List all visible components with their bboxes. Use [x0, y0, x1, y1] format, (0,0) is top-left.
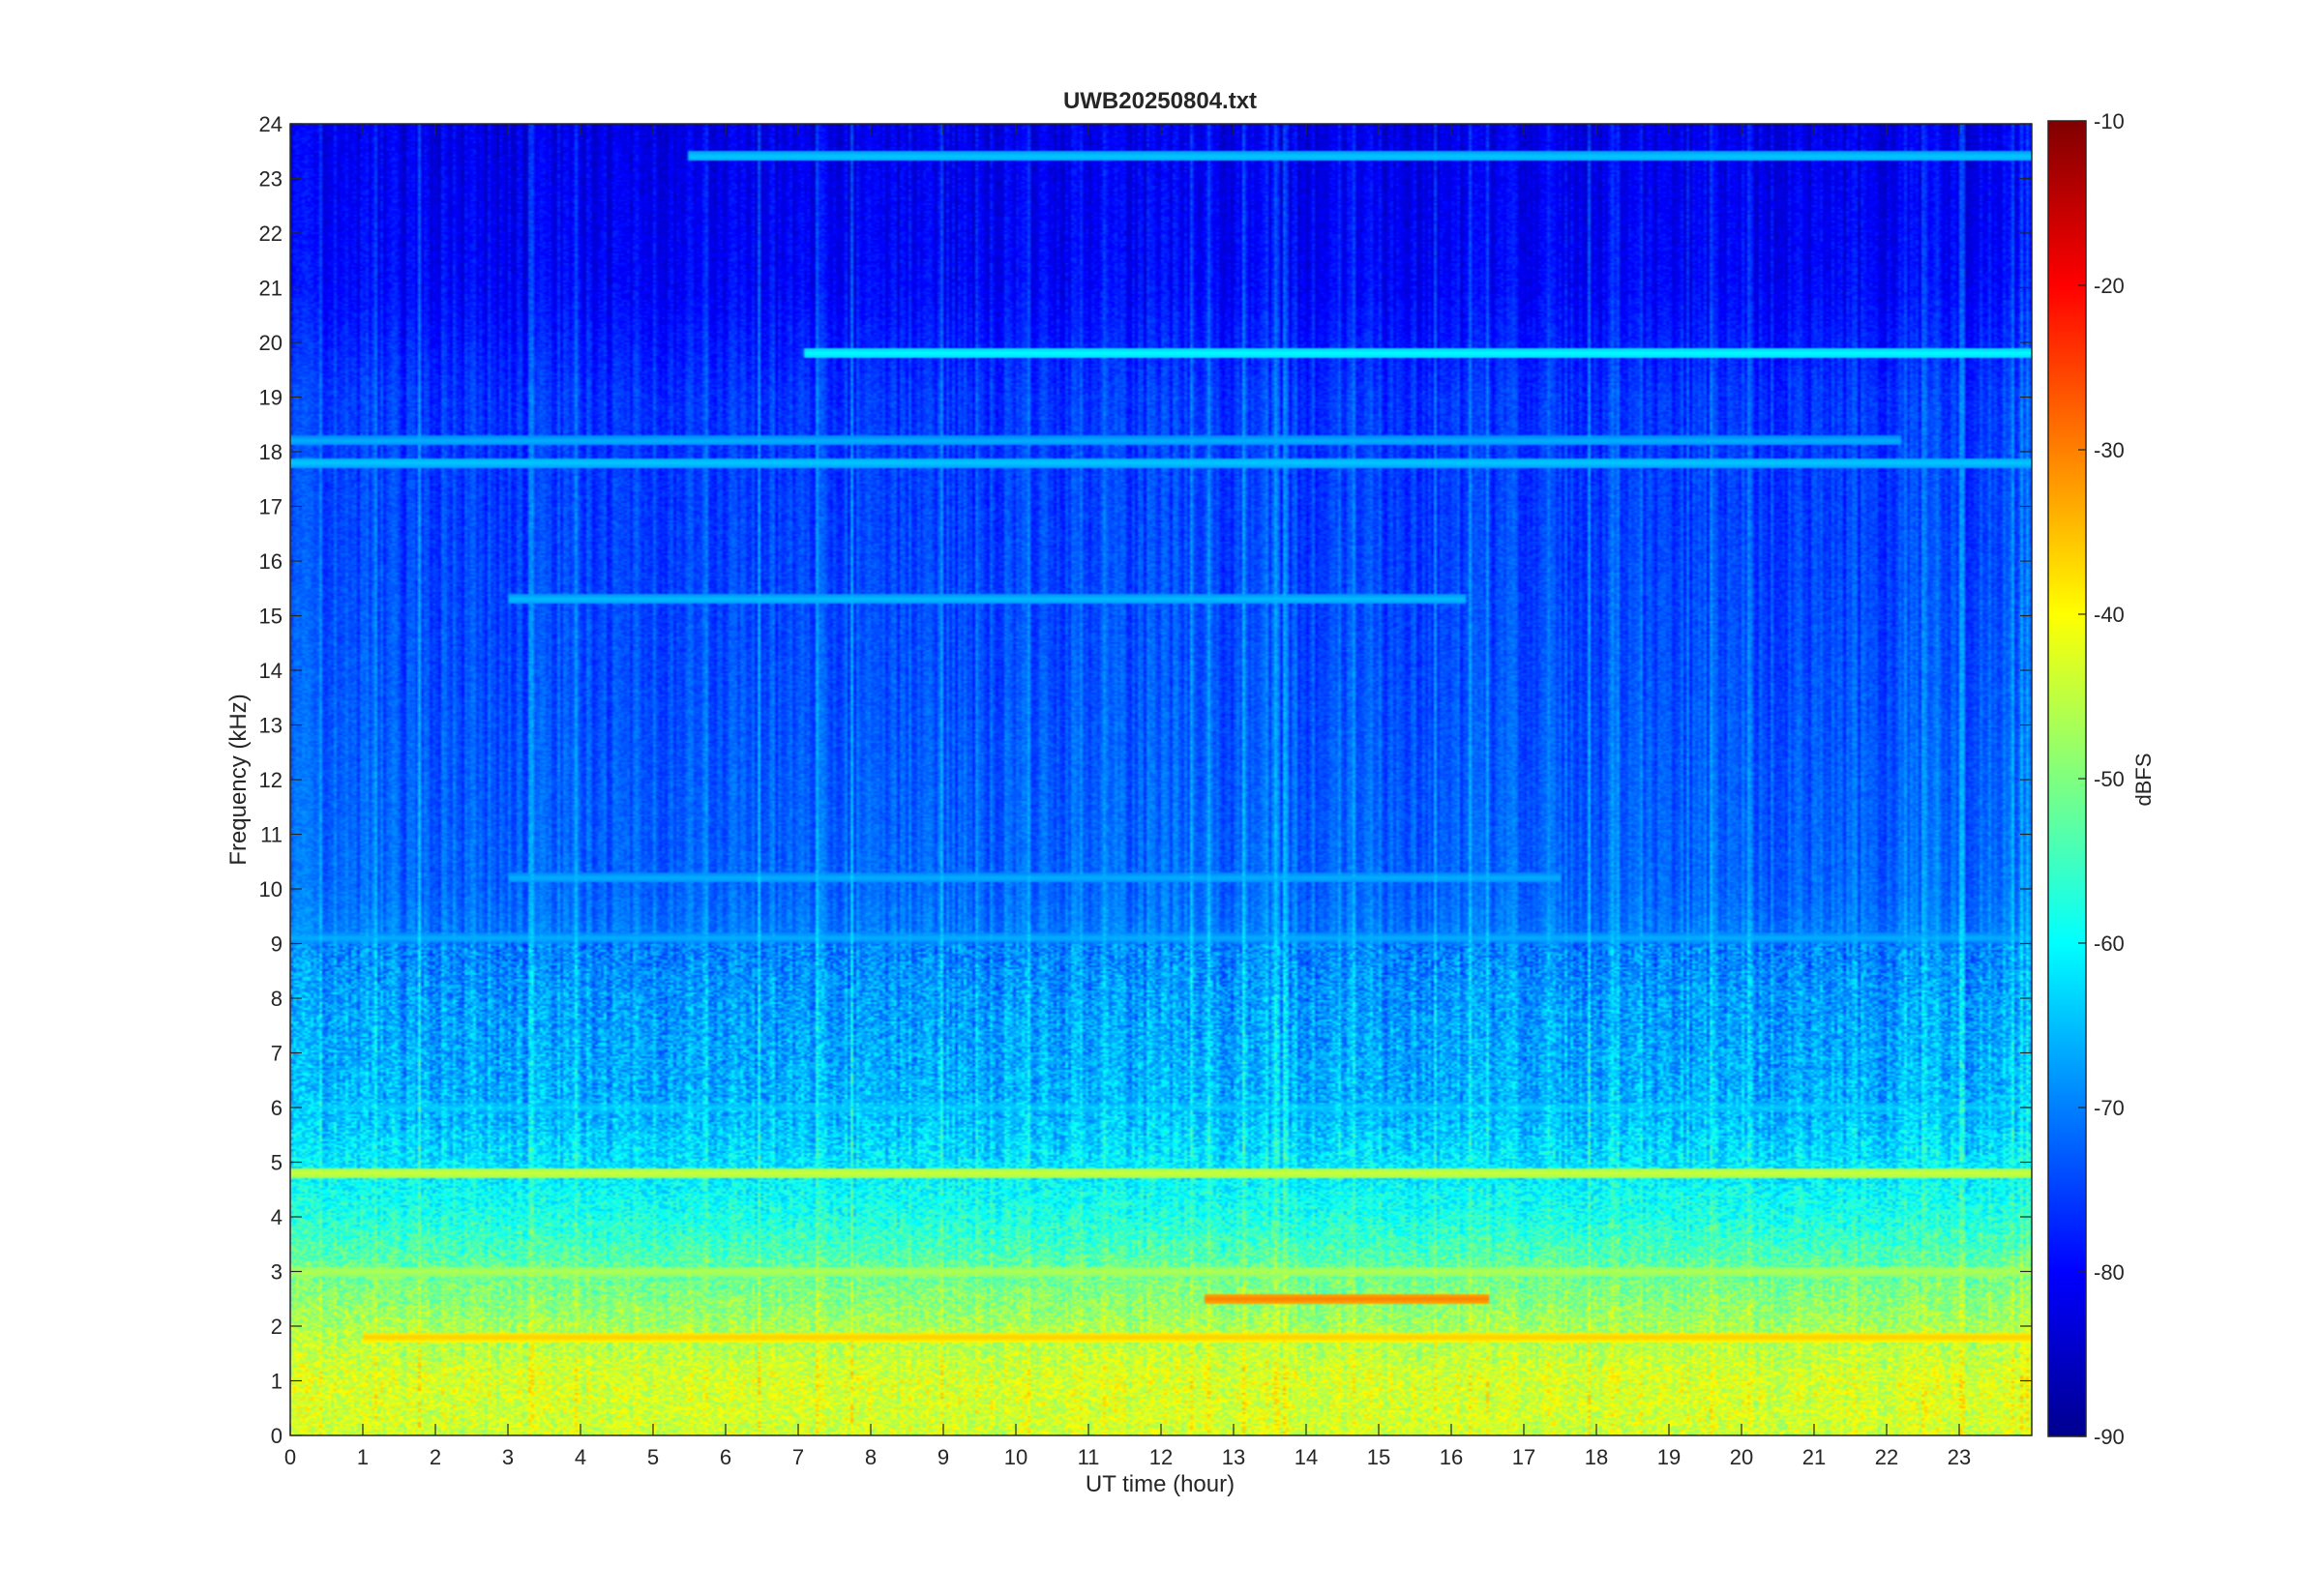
y-tick-label: 6 [271, 1096, 283, 1120]
chart-title: UWB20250804.txt [1063, 88, 1257, 114]
y-tick-label: 23 [259, 167, 283, 192]
y-tick-label: 3 [271, 1260, 283, 1285]
x-tick-label: 7 [792, 1445, 804, 1469]
x-tick-label: 12 [1149, 1445, 1173, 1469]
y-tick-label: 15 [259, 605, 283, 629]
y-tick-label: 2 [271, 1315, 283, 1339]
y-tick-label: 18 [259, 440, 283, 464]
x-tick-label: 1 [357, 1445, 369, 1469]
x-tick-label: 16 [1440, 1445, 1463, 1469]
x-tick-label: 20 [1730, 1445, 1753, 1469]
x-tick-label: 6 [720, 1445, 731, 1469]
colorbar-tick-label: -30 [2094, 438, 2125, 462]
y-tick-label: 12 [259, 768, 283, 792]
spectrogram-heatmap [290, 124, 2032, 1435]
colorbar-ticks: -90 -80 -70 -60 -50 -40 -30 -20 -10 [2078, 109, 2125, 1449]
x-tick-label: 15 [1367, 1445, 1390, 1469]
colorbar-tick-label: -40 [2094, 603, 2125, 627]
colorbar-tick-label: -90 [2094, 1425, 2125, 1449]
x-tick-label: 4 [575, 1445, 586, 1469]
y-tick-label: 19 [259, 386, 283, 410]
y-tick-label: 16 [259, 549, 283, 574]
colorbar-tick-label: -70 [2094, 1096, 2125, 1120]
x-tick-label: 14 [1295, 1445, 1318, 1469]
y-tick-label: 14 [259, 659, 283, 683]
heatmap-image [290, 124, 2032, 1435]
colorbar-tick-label: -10 [2094, 109, 2125, 133]
x-tick-label: 22 [1875, 1445, 1898, 1469]
y-tick-label: 5 [271, 1151, 283, 1175]
x-axis-label: UT time (hour) [1086, 1471, 1235, 1497]
x-axis-ticks: 0 1 2 3 4 5 6 7 8 9 10 11 12 13 14 15 16 17 18 19 20 21 22 23 [284, 124, 1971, 1469]
x-tick-label: 9 [938, 1445, 949, 1469]
x-tick-label: 8 [865, 1445, 877, 1469]
x-tick-label: 21 [1802, 1445, 1826, 1469]
x-tick-label: 19 [1657, 1445, 1681, 1469]
x-tick-label: 5 [647, 1445, 659, 1469]
x-tick-label: 11 [1078, 1445, 1100, 1469]
y-tick-label: 17 [259, 495, 283, 519]
x-tick-label: 23 [1948, 1445, 1971, 1469]
colorbar-tick-label: -20 [2094, 274, 2125, 298]
y-tick-label: 1 [271, 1370, 283, 1394]
y-tick-label: 7 [271, 1042, 283, 1066]
x-tick-label: 0 [284, 1445, 296, 1469]
y-tick-label: 10 [259, 877, 283, 901]
x-tick-label: 13 [1222, 1445, 1245, 1469]
y-tick-label: 4 [271, 1205, 283, 1229]
y-tick-label: 21 [259, 277, 283, 301]
y-tick-label: 13 [259, 714, 283, 738]
colorbar-tick-label: -60 [2094, 931, 2125, 956]
y-tick-label: 8 [271, 987, 283, 1011]
y-tick-label: 24 [259, 112, 283, 136]
x-tick-label: 2 [430, 1445, 441, 1469]
y-tick-label: 0 [271, 1424, 283, 1448]
x-tick-label: 10 [1004, 1445, 1027, 1469]
colorbar-label: dBFS [2131, 753, 2156, 806]
x-tick-label: 18 [1585, 1445, 1608, 1469]
y-tick-label: 9 [271, 932, 283, 957]
colorbar-tick-label: -80 [2094, 1260, 2125, 1285]
x-tick-label: 3 [502, 1445, 514, 1469]
y-axis-label: Frequency (kHz) [225, 694, 252, 865]
y-tick-label: 11 [260, 823, 283, 847]
y-tick-label: 20 [259, 331, 283, 355]
colorbar-tick-label: -50 [2094, 767, 2125, 791]
x-tick-label: 17 [1512, 1445, 1535, 1469]
y-tick-label: 22 [259, 222, 283, 246]
